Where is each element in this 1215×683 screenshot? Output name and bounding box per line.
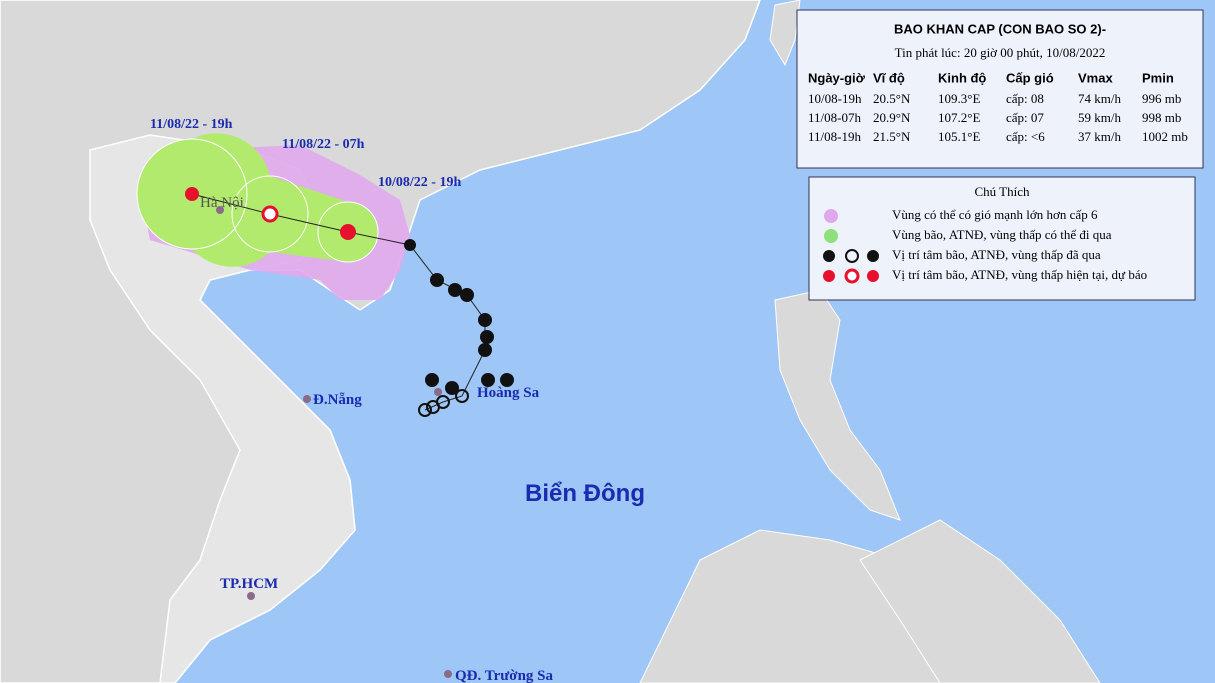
time-label: 11/08/22 - 19h: [150, 117, 233, 132]
time-label: 11/08/22 - 07h: [282, 137, 365, 152]
legend-title: Chú Thích: [974, 184, 1030, 199]
table-header: Ngày-giờ: [808, 70, 866, 85]
current-center: [340, 224, 356, 240]
info-table: BAO KHAN CAP (CON BAO SO 2)- Tin phát lú…: [796, 9, 1204, 169]
place-label: Hoàng Sa: [477, 385, 540, 401]
table-cell: cấp: 07: [1006, 110, 1044, 125]
table-header: Vmax: [1078, 70, 1113, 85]
past-lows: [418, 389, 469, 417]
table-cell: 109.3°E: [938, 91, 980, 106]
legend-item: Vùng có thể có gió mạnh lớn hơn cấp 6: [892, 207, 1098, 222]
table-cell: 20.9°N: [873, 110, 911, 125]
time-label: 10/08/22 - 19h: [378, 175, 461, 190]
legend: Chú Thích Vùng có thể có gió mạnh lớn hơ…: [808, 176, 1196, 301]
table-cell: cấp: <6: [1006, 129, 1045, 144]
taiwan: [769, 0, 801, 67]
forecast-center: [261, 205, 279, 223]
luzon: [774, 289, 901, 521]
table-cell: 37 km/h: [1078, 129, 1121, 144]
place-label: Hà Nội: [200, 195, 244, 211]
legend-swatch: [823, 249, 879, 263]
place-label: TP.HCM: [220, 576, 278, 592]
table-cell: 74 km/h: [1078, 91, 1121, 106]
legend-item: Vị trí tâm bão, ATNĐ, vùng thấp hiện tại…: [892, 267, 1147, 282]
table-cell: 20.5°N: [873, 91, 911, 106]
table-box: [796, 9, 1204, 169]
table-header: Kinh độ: [938, 70, 986, 85]
table-cell: 998 mb: [1142, 110, 1181, 125]
city-dots: [216, 206, 452, 678]
table-cell: 11/08-19h: [808, 129, 861, 144]
table-cell: 11/08-07h: [808, 110, 861, 125]
forecast-low: [185, 187, 199, 201]
table-cell: 10/08-19h: [808, 91, 862, 106]
table-cell: 105.1°E: [938, 129, 980, 144]
table-header: Cấp gió: [1006, 70, 1054, 85]
legend-swatch: [824, 209, 838, 223]
place-label: Đ.Nẵng: [313, 392, 362, 408]
table-cell: 21.5°N: [873, 129, 911, 144]
place-label: QĐ. Trường Sa: [455, 668, 554, 683]
philippines-islands: [859, 519, 1101, 683]
past-positions: [404, 239, 514, 395]
table-title: BAO KHAN CAP (CON BAO SO 2)-: [894, 21, 1106, 36]
table-cell: 1002 mb: [1142, 129, 1188, 144]
table-header: Pmin: [1142, 70, 1174, 85]
legend-item: Vị trí tâm bão, ATNĐ, vùng thấp đã qua: [892, 247, 1101, 262]
table-cell: cấp: 08: [1006, 91, 1044, 106]
table-subtitle: Tin phát lúc: 20 giờ 00 phút, 10/08/2022: [895, 45, 1106, 60]
legend-swatch: [824, 229, 838, 243]
sea-label: Biển Đông: [525, 480, 645, 507]
table-cell: 59 km/h: [1078, 110, 1121, 125]
table-header: Vĩ độ: [873, 70, 905, 85]
forecast-circles: [136, 138, 379, 263]
table-cell: 996 mb: [1142, 91, 1181, 106]
table-cell: 107.2°E: [938, 110, 980, 125]
legend-swatch: [823, 268, 879, 284]
legend-item: Vùng bão, ATNĐ, vùng thấp có thể đi qua: [892, 227, 1112, 242]
